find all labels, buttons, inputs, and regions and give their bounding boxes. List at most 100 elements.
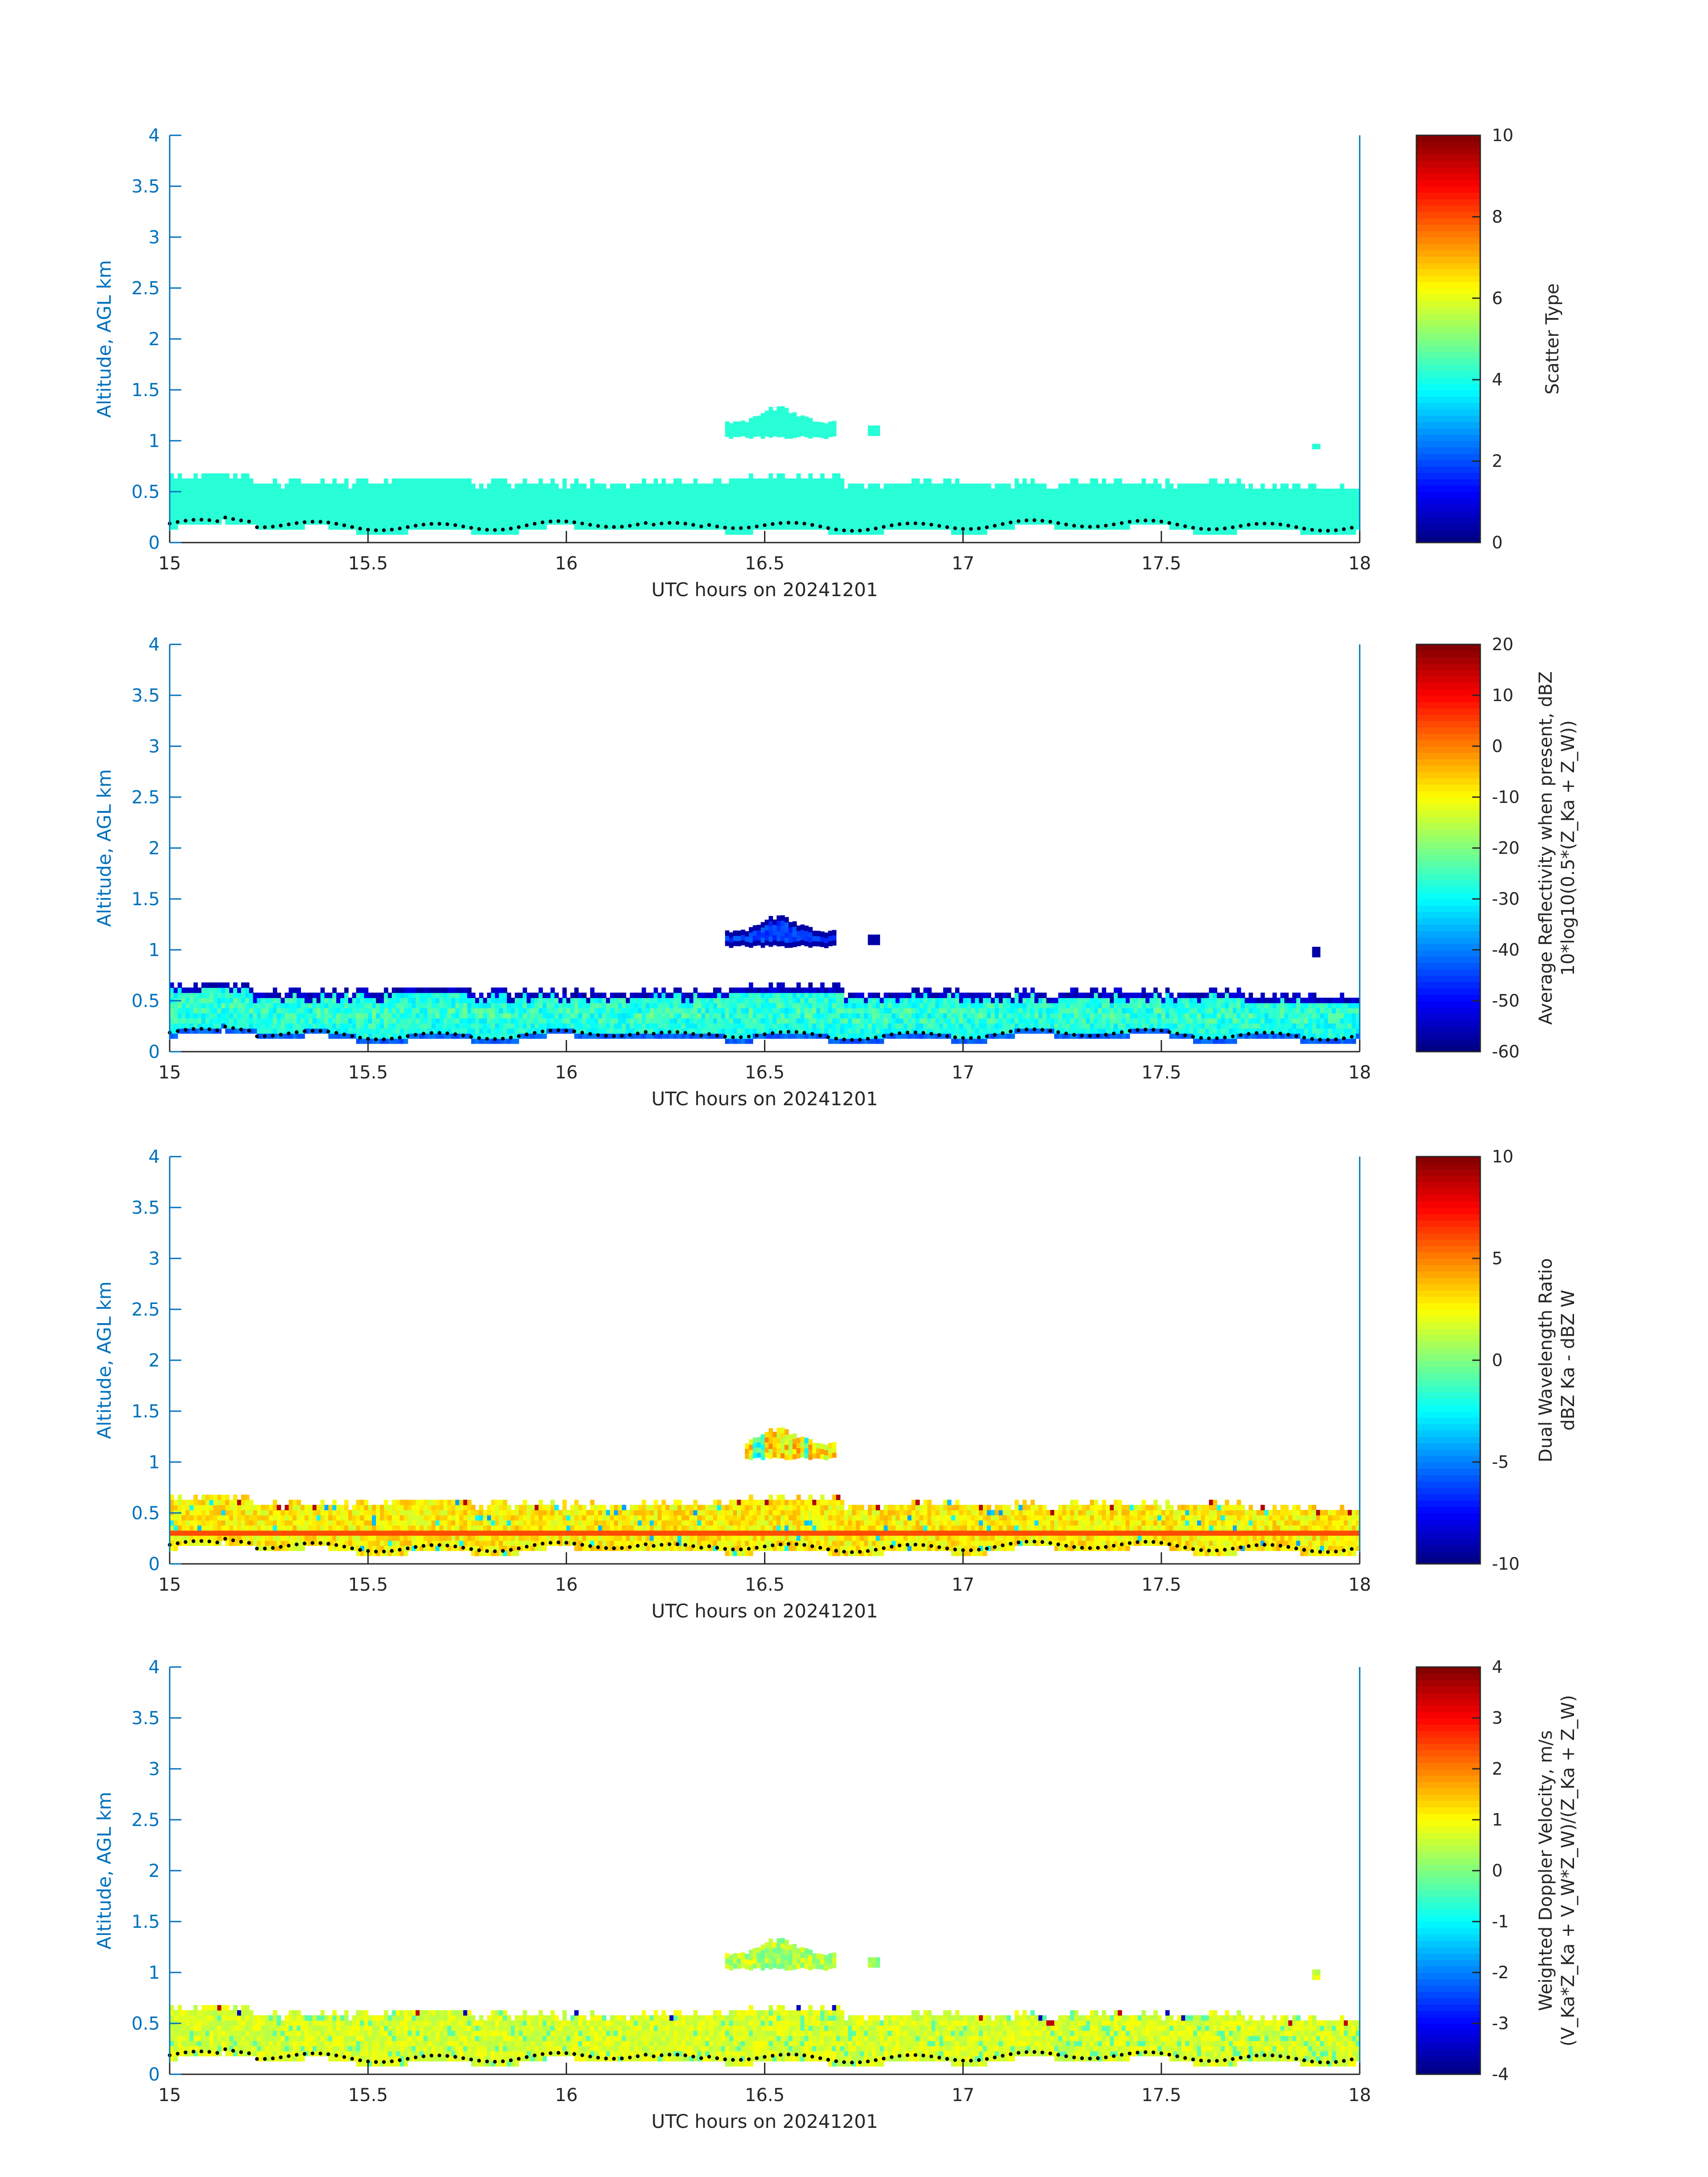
heatmap-cell (784, 418, 789, 424)
heatmap-cell (503, 478, 507, 484)
heatmap-cell (649, 504, 654, 510)
heatmap-cell (296, 998, 301, 1003)
heatmap-cell (237, 998, 242, 1003)
heatmap-cell (380, 1038, 384, 1044)
heatmap-cell (634, 509, 639, 514)
heatmap-cell (987, 514, 991, 520)
heatmap-cell (816, 1013, 821, 1019)
heatmap-cell (1312, 524, 1317, 530)
heatmap-cell (598, 1028, 603, 1034)
heatmap-cell (380, 998, 384, 1003)
heatmap-cell (1205, 529, 1210, 535)
heatmap-cell (205, 1008, 210, 1014)
heatmap-cell (721, 524, 726, 530)
heatmap-cell (1181, 514, 1186, 520)
colorbar-step (1416, 250, 1480, 257)
heatmap-cell (539, 1023, 543, 1029)
heatmap-cell (646, 992, 650, 998)
heatmap-cell (400, 1008, 404, 1014)
heatmap-cell (1205, 509, 1210, 514)
heatmap-cell (681, 1018, 686, 1024)
heatmap-cell (1022, 483, 1027, 489)
heatmap-cell (773, 1023, 777, 1029)
heatmap-cell (661, 998, 666, 1003)
heatmap-cell (1098, 493, 1102, 499)
heatmap-cell (1011, 509, 1015, 514)
heatmap-cell (439, 493, 444, 499)
heatmap-cell (752, 504, 757, 510)
heatmap-cell (614, 519, 618, 525)
heatmap-cell (284, 514, 289, 520)
heatmap-cell (887, 1033, 892, 1039)
heatmap-cell (1316, 524, 1320, 530)
heatmap-cell (284, 1028, 289, 1034)
heatmap-cell (665, 504, 670, 510)
heatmap-cell (372, 493, 376, 499)
heatmap-cell (503, 1018, 507, 1024)
heatmap-cell (439, 1013, 444, 1019)
heatmap-cell (626, 1008, 631, 1014)
heatmap-cell (804, 1013, 809, 1019)
heatmap-cell (1312, 483, 1317, 489)
heatmap-cell (939, 483, 944, 489)
heatmap-cell (884, 1013, 888, 1019)
heatmap-cell (891, 1003, 896, 1008)
heatmap-cell (1161, 514, 1166, 520)
heatmap-cell (828, 514, 833, 520)
heatmap-cell (404, 509, 408, 514)
heatmap-cell (197, 509, 202, 514)
heatmap-cell (483, 499, 488, 505)
heatmap-cell (626, 509, 631, 514)
heatmap-cell (876, 1003, 880, 1008)
heatmap-cell (570, 493, 575, 499)
heatmap-cell (836, 509, 841, 514)
heatmap-cell (594, 493, 599, 499)
heatmap-cell (943, 478, 948, 484)
colorbar-step (1416, 364, 1480, 372)
heatmap-cell (237, 499, 242, 505)
heatmap-cell (590, 1013, 595, 1019)
ground-dot (358, 526, 362, 531)
y-tick-label: 1.5 (131, 380, 160, 401)
heatmap-cell (661, 478, 666, 484)
heatmap-cell (630, 1013, 635, 1019)
heatmap-cell (522, 1013, 527, 1019)
heatmap-cell (665, 519, 670, 525)
heatmap-cell (923, 519, 928, 525)
heatmap-cell (685, 992, 690, 998)
heatmap-cell (185, 987, 190, 993)
heatmap-cell (209, 1013, 214, 1019)
heatmap-cell (796, 504, 801, 510)
heatmap-cell (439, 509, 444, 514)
heatmap-cell (824, 998, 829, 1003)
heatmap-cell (570, 483, 575, 489)
heatmap-cell (1050, 514, 1055, 520)
heatmap-cell (816, 504, 821, 510)
heatmap-cell (1221, 519, 1225, 525)
heatmap-cell (685, 1033, 690, 1039)
heatmap-cell (189, 998, 194, 1003)
heatmap-cell (535, 1028, 539, 1034)
heatmap-cell (634, 524, 639, 530)
heatmap-cell (380, 1013, 384, 1019)
heatmap-cell (1137, 519, 1142, 525)
heatmap-cell (435, 493, 440, 499)
heatmap-cell (503, 493, 507, 499)
heatmap-cell (1328, 489, 1332, 494)
heatmap-cell (685, 499, 690, 505)
heatmap-cell (471, 499, 476, 505)
heatmap-cell (1082, 499, 1086, 505)
heatmap-cell (725, 426, 730, 432)
heatmap-cell (396, 1013, 401, 1019)
heatmap-cell (796, 478, 801, 484)
heatmap-cell (1011, 504, 1015, 510)
heatmap-cell (301, 509, 305, 514)
heatmap-cell (221, 504, 226, 510)
heatmap-cell (372, 1033, 376, 1039)
heatmap-cell (614, 514, 618, 520)
heatmap-cell (566, 519, 571, 525)
heatmap-cell (796, 1013, 801, 1019)
heatmap-cell (717, 493, 722, 499)
heatmap-cell (709, 489, 714, 494)
heatmap-cell (729, 1013, 734, 1019)
